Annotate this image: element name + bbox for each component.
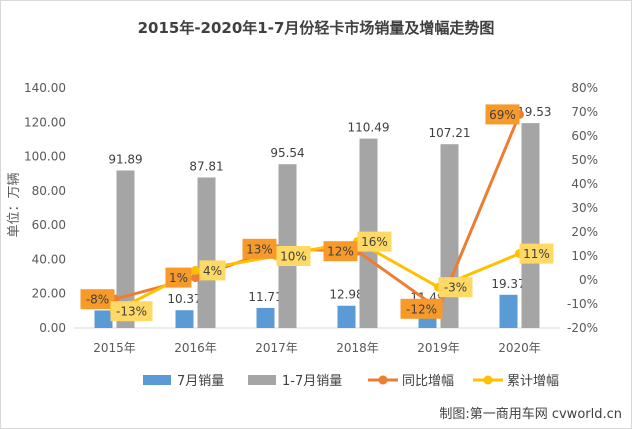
line-data-label: 16% (361, 235, 388, 249)
chart-title: 2015年-2020年1-7月份轻卡市场销量及增幅走势图 (138, 19, 495, 37)
y-tick-label: 20.00 (32, 287, 66, 301)
line-data-label: -8% (86, 293, 109, 307)
x-tick-label: 2019年 (417, 341, 460, 355)
bar-cumulative (197, 177, 216, 328)
y-tick-label: 80.00 (32, 184, 66, 198)
x-tick-label: 2020年 (498, 341, 541, 355)
bar-data-label: 87.81 (189, 159, 223, 173)
line-data-label: 11% (523, 247, 550, 261)
bar-monthly (175, 310, 194, 328)
series-point (191, 265, 200, 275)
y2-tick-label: 60% (571, 129, 598, 143)
bar-monthly (94, 310, 113, 328)
line-label-box (357, 231, 392, 252)
line-data-label: -12% (406, 302, 437, 316)
legend-label: 累计增幅 (507, 374, 559, 389)
legend-swatch (143, 375, 171, 385)
legend-swatch-marker (483, 375, 493, 385)
bar-data-label: 19.37 (491, 277, 525, 291)
line-data-label: 12% (327, 245, 354, 259)
y-axis-label: 单位：万辆 (7, 172, 22, 237)
legend-swatch-marker (378, 375, 388, 385)
bar-data-label: 107.21 (429, 126, 471, 140)
line-label-box (519, 243, 554, 264)
y2-axis-ticks: -20% -10% 0% 10% 20% 30% 40% 50% 60% 70% 80% (567, 81, 598, 335)
y2-tick-label: 40% (571, 177, 598, 191)
bar-data-label: 95.54 (270, 146, 304, 160)
x-axis-ticks: 2015年 2016年 2017年 2018年 2019年 2020年 (93, 341, 541, 355)
legend-swatch (248, 375, 276, 385)
line-data-label: 10% (280, 250, 307, 264)
y2-tick-label: 80% (571, 81, 598, 95)
legend-label: 1-7月销量 (282, 374, 342, 389)
line-data-label: 1% (169, 271, 188, 285)
line-data-label: -13% (116, 305, 147, 319)
bar-cumulative (116, 170, 135, 328)
y-axis-ticks: 0.00 20.00 40.00 60.00 80.00 100.00 120.00 140.… (24, 81, 66, 335)
x-tick-label: 2015年 (93, 341, 136, 355)
y2-tick-label: 20% (571, 225, 598, 239)
y-tick-label: 0.00 (39, 321, 66, 335)
chart-credit: 制图:第一商用车网 cvworld.cn (439, 406, 622, 422)
y2-tick-label: 70% (571, 105, 598, 119)
bar-monthly (337, 305, 356, 328)
x-tick-label: 2016年 (174, 341, 217, 355)
y2-tick-label: 50% (571, 153, 598, 167)
line-data-label: 4% (203, 264, 222, 278)
bar-monthly (499, 294, 518, 328)
line-series: -8% 1% 13% 12% -12% 69% -13% 4% 10% 16% -3% 11% (80, 104, 554, 322)
bar-data-label: 11.71 (248, 290, 282, 304)
bar-cumulative (521, 123, 540, 328)
bar-data-label: 12.98 (329, 288, 363, 302)
y-tick-label: 140.00 (24, 81, 66, 95)
bar-data-label: 110.49 (348, 121, 390, 135)
line-label-box (242, 238, 277, 259)
bar-monthly (256, 307, 275, 328)
y2-tick-label: -20% (567, 321, 598, 335)
line-data-label: 13% (246, 242, 273, 256)
line-data-label: 69% (489, 108, 516, 122)
y2-tick-label: 30% (571, 201, 598, 215)
legend: 7月销量 1-7月销量 同比增幅 累计增幅 (143, 374, 559, 389)
y2-tick-label: -10% (567, 297, 598, 311)
line-label-box (276, 246, 311, 266)
y2-tick-label: 10% (571, 249, 598, 263)
y-tick-label: 120.00 (24, 115, 66, 129)
legend-label: 同比增幅 (402, 374, 454, 389)
bar-data-label: 10.37 (167, 292, 201, 306)
y-tick-label: 40.00 (32, 252, 66, 266)
x-tick-label: 2017年 (255, 341, 298, 355)
line-label-box (80, 289, 115, 310)
series-point (191, 273, 200, 283)
bar-data-label: 91.89 (108, 152, 142, 166)
legend-label: 7月销量 (177, 374, 224, 389)
y2-tick-label: 0% (579, 273, 598, 287)
line-label-box (110, 301, 153, 322)
y-tick-label: 60.00 (32, 218, 66, 232)
line-label-box (400, 298, 443, 319)
bar-series: 10.2610.3711.7112.9811.4919.3791.8987.81… (86, 105, 552, 328)
line-label-box (165, 267, 192, 288)
line-label-box (438, 277, 473, 298)
line-label-box (485, 104, 520, 125)
line-label-box (323, 241, 358, 262)
x-tick-label: 2018年 (336, 341, 379, 355)
y-tick-label: 100.00 (24, 150, 66, 164)
line-label-box (199, 260, 226, 281)
line-data-label: -3% (444, 281, 467, 295)
